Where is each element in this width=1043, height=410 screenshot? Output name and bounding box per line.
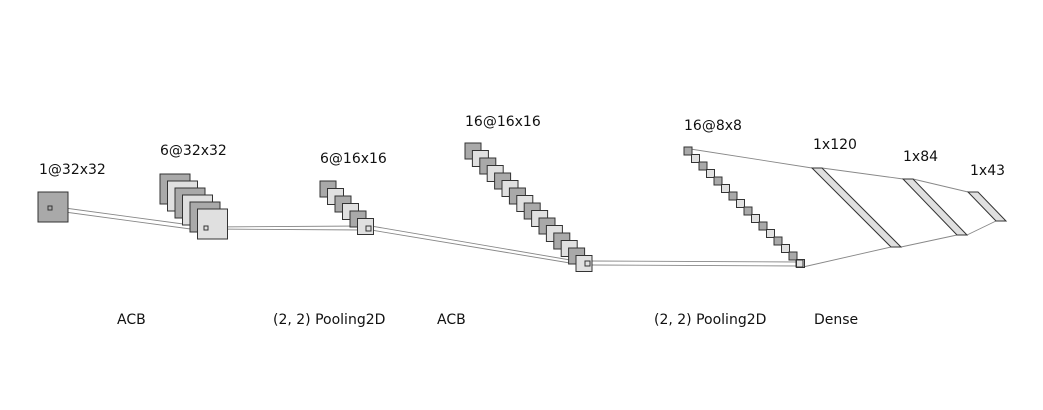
feature-map — [713, 176, 723, 186]
connector-line — [370, 225, 583, 263]
feature-map — [766, 229, 775, 238]
dense-layer-dense3 — [966, 191, 1008, 222]
feature-map — [736, 199, 745, 208]
layer-stack-conv1 — [159, 173, 228, 240]
connector-line — [207, 228, 365, 231]
op-label-dense: Dense — [814, 312, 858, 328]
layer-label-dense1: 1x120 — [813, 137, 857, 153]
feature-map — [575, 255, 593, 272]
layer-shapes — [37, 142, 1008, 272]
feature-map — [706, 169, 715, 178]
layer-label-dense2: 1x84 — [903, 149, 938, 165]
kernel-window-pool1 — [365, 225, 372, 232]
connector-line — [683, 147, 813, 169]
connector-line — [49, 209, 199, 231]
feature-map — [788, 251, 798, 261]
layer-label-pool1: 6@16x16 — [320, 151, 387, 167]
connector-line — [912, 178, 969, 193]
layer-stack-pool2 — [683, 146, 805, 268]
connector-line — [49, 205, 199, 227]
feature-map — [728, 191, 738, 201]
connector-line — [589, 264, 801, 267]
op-label-acb-1: ACB — [117, 312, 146, 328]
kernel-window-input — [47, 205, 53, 211]
connector-line — [900, 234, 958, 248]
dense-layer-dense2 — [901, 178, 969, 236]
feature-map — [197, 208, 228, 240]
connector-line — [821, 167, 904, 180]
layer-stack-conv2 — [464, 142, 593, 272]
feature-map — [751, 214, 760, 223]
op-label-pooling-1: (2, 2) Pooling2D — [273, 312, 385, 328]
layer-label-input: 1@32x32 — [39, 162, 106, 178]
connector-line — [966, 220, 997, 236]
layer-label-pool2: 16@8x8 — [684, 118, 742, 134]
layer-label-conv1: 6@32x32 — [160, 143, 227, 159]
feature-map — [743, 206, 753, 216]
feature-map — [683, 146, 693, 156]
feature-map — [773, 236, 783, 246]
layer-label-dense3: 1x43 — [970, 163, 1005, 179]
feature-map — [781, 244, 790, 253]
dense-layer-dense1 — [810, 167, 903, 248]
connector-line — [207, 225, 365, 228]
kernel-window-pool2 — [795, 259, 804, 268]
feature-map — [698, 161, 708, 171]
feature-map — [758, 221, 768, 231]
connectors — [49, 147, 997, 268]
connector-line — [589, 260, 801, 263]
layer-stack-input — [37, 191, 69, 223]
feature-map — [37, 191, 69, 223]
layer-label-conv2: 16@16x16 — [465, 114, 541, 130]
feature-map — [721, 184, 730, 193]
kernel-window-conv2 — [584, 260, 591, 267]
op-label-acb-2: ACB — [437, 312, 466, 328]
op-label-pooling-2: (2, 2) Pooling2D — [654, 312, 766, 328]
feature-map — [691, 154, 700, 163]
connector-line — [370, 229, 583, 266]
kernel-window-conv1 — [203, 225, 209, 231]
connector-line — [802, 246, 892, 268]
